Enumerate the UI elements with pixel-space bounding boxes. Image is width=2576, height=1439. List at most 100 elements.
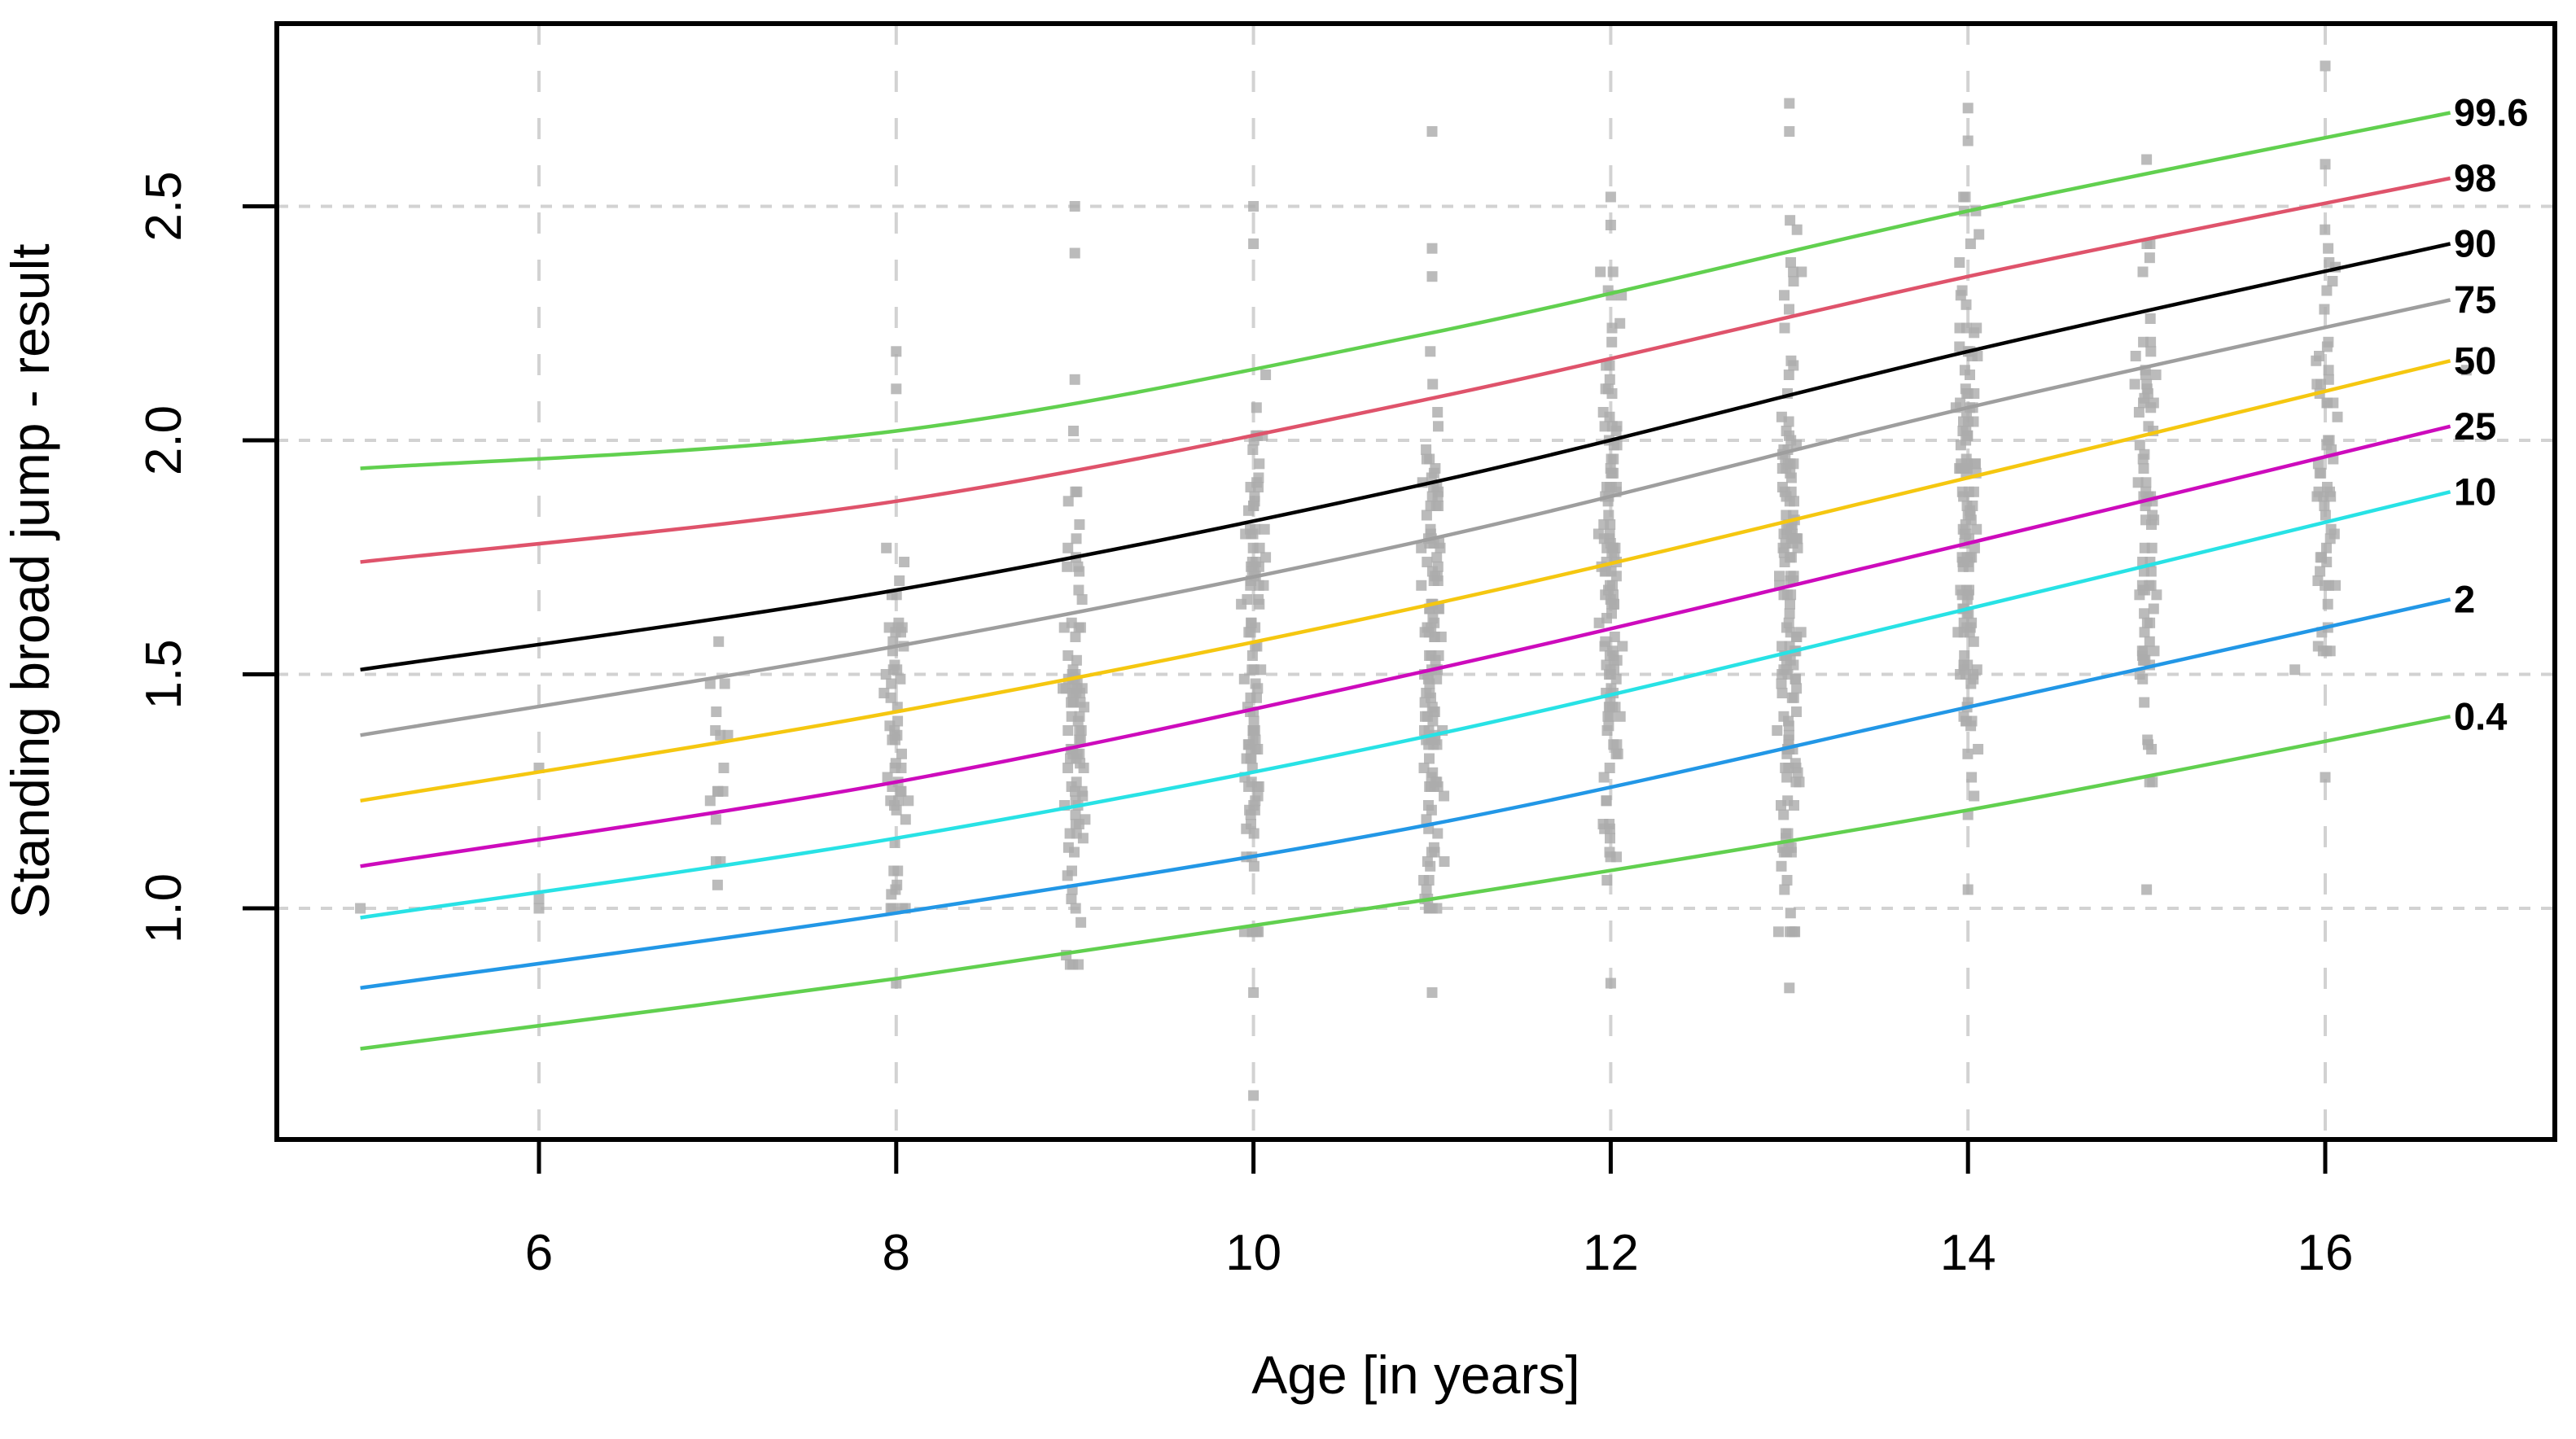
scatter-point	[2316, 552, 2328, 563]
scatter-point	[1595, 266, 1606, 278]
scatter-point	[1066, 711, 1077, 722]
scatter-point	[1606, 336, 1618, 348]
scatter-point	[1781, 772, 1793, 783]
scatter-point	[1788, 266, 1799, 278]
scatter-point	[2144, 636, 2155, 647]
x-tick-label-16: 16	[2298, 1225, 2354, 1281]
scatter-point	[1426, 622, 1437, 633]
scatter-point	[355, 903, 366, 914]
scatter-point	[1425, 346, 1436, 357]
scatter-point	[1421, 814, 1432, 825]
scatter-point	[1601, 875, 1613, 886]
scatter-point	[1074, 566, 1085, 577]
scatter-point	[1968, 486, 1979, 497]
scatter-point	[1260, 370, 1272, 380]
scatter-point	[1791, 224, 1803, 235]
scatter-point	[1248, 201, 1260, 212]
scatter-point	[1076, 916, 1087, 928]
scatter-point	[1598, 772, 1610, 783]
y-tick-label-2.5: 2.5	[136, 171, 192, 241]
scatter-point	[1597, 819, 1609, 829]
scatter-point	[1074, 519, 1085, 530]
scatter-point	[2143, 421, 2154, 432]
scatter-point	[1421, 884, 1432, 895]
scatter-point	[1074, 711, 1085, 722]
scatter-point	[894, 575, 905, 586]
scatter-point	[1601, 725, 1613, 736]
scatter-point	[1605, 519, 1616, 530]
scatter-point	[719, 678, 730, 689]
scatter-point	[1773, 926, 1784, 938]
scatter-point	[710, 814, 721, 825]
scatter-point	[1785, 215, 1796, 226]
centile-label-25: 25	[2454, 405, 2496, 448]
scatter-point	[2132, 477, 2144, 488]
scatter-point	[1779, 290, 1790, 301]
scatter-point	[1609, 632, 1620, 642]
scatter-point	[1796, 266, 1807, 278]
scatter-point	[2141, 884, 2153, 895]
centile-label-2: 2	[2454, 578, 2475, 621]
centile-label-99.6: 99.6	[2454, 91, 2528, 134]
x-tick-label-8: 8	[883, 1225, 910, 1281]
scatter-point	[1965, 370, 1975, 380]
scatter-point	[1776, 463, 1788, 474]
scatter-point	[1071, 753, 1082, 764]
scatter-point	[1788, 659, 1799, 671]
scatter-point	[2150, 370, 2162, 380]
scatter-point	[1788, 360, 1799, 371]
scatter-point	[1794, 776, 1805, 788]
scatter-point	[2140, 370, 2151, 380]
scatter-point	[2136, 645, 2148, 657]
scatter-point	[1069, 201, 1080, 212]
scatter-point	[1776, 860, 1787, 872]
scatter-point	[2134, 589, 2145, 601]
scatter-point	[2315, 378, 2326, 390]
scatter-point	[891, 346, 902, 357]
scatter-point	[1962, 510, 1974, 521]
scatter-point	[1062, 842, 1074, 853]
scatter-point	[2151, 589, 2162, 601]
scatter-point	[1969, 790, 1980, 802]
scatter-point	[2323, 365, 2334, 376]
scatter-point	[2144, 313, 2156, 324]
centile-curve-75	[360, 298, 2451, 737]
scatter-point	[1238, 926, 1250, 938]
scatter-point	[1058, 683, 1068, 694]
scatter-point	[533, 903, 545, 914]
centile-label-75: 75	[2454, 278, 2496, 321]
scatter-point	[1601, 542, 1613, 553]
scatter-point	[1784, 304, 1794, 315]
scatter-point	[1431, 673, 1443, 685]
scatter-point	[1246, 566, 1258, 577]
scatter-point	[1956, 589, 1968, 601]
scatter-point	[2321, 542, 2332, 553]
scatter-point	[1788, 276, 1799, 286]
scatter-point	[1062, 870, 1073, 881]
scatter-point	[711, 706, 722, 717]
scatter-point	[1966, 772, 1978, 783]
scatter-point	[2322, 598, 2333, 610]
scatter-point	[2139, 627, 2150, 638]
scatter-point	[1426, 243, 1438, 254]
scatter-point	[1774, 571, 1785, 582]
scatter-point	[1426, 692, 1436, 703]
scatter-point	[1076, 725, 1087, 736]
scatter-point	[1779, 322, 1790, 334]
scatter-point	[1784, 98, 1795, 109]
scatter-point	[1606, 598, 1617, 610]
scatter-point	[1432, 561, 1444, 572]
scatter-point	[1078, 763, 1089, 773]
scatter-point	[2138, 336, 2149, 348]
scatter-point	[2146, 744, 2158, 754]
scatter-point	[1247, 444, 1259, 455]
scatter-point	[1961, 501, 1973, 511]
centile-curve-99.6	[360, 111, 2451, 470]
scatter-point	[1789, 496, 1799, 507]
scatter-point	[1781, 510, 1792, 521]
scatter-point	[1418, 763, 1430, 773]
scatter-point	[2148, 603, 2159, 615]
scatter-point	[2137, 453, 2149, 465]
scatter-point	[1783, 617, 1794, 628]
